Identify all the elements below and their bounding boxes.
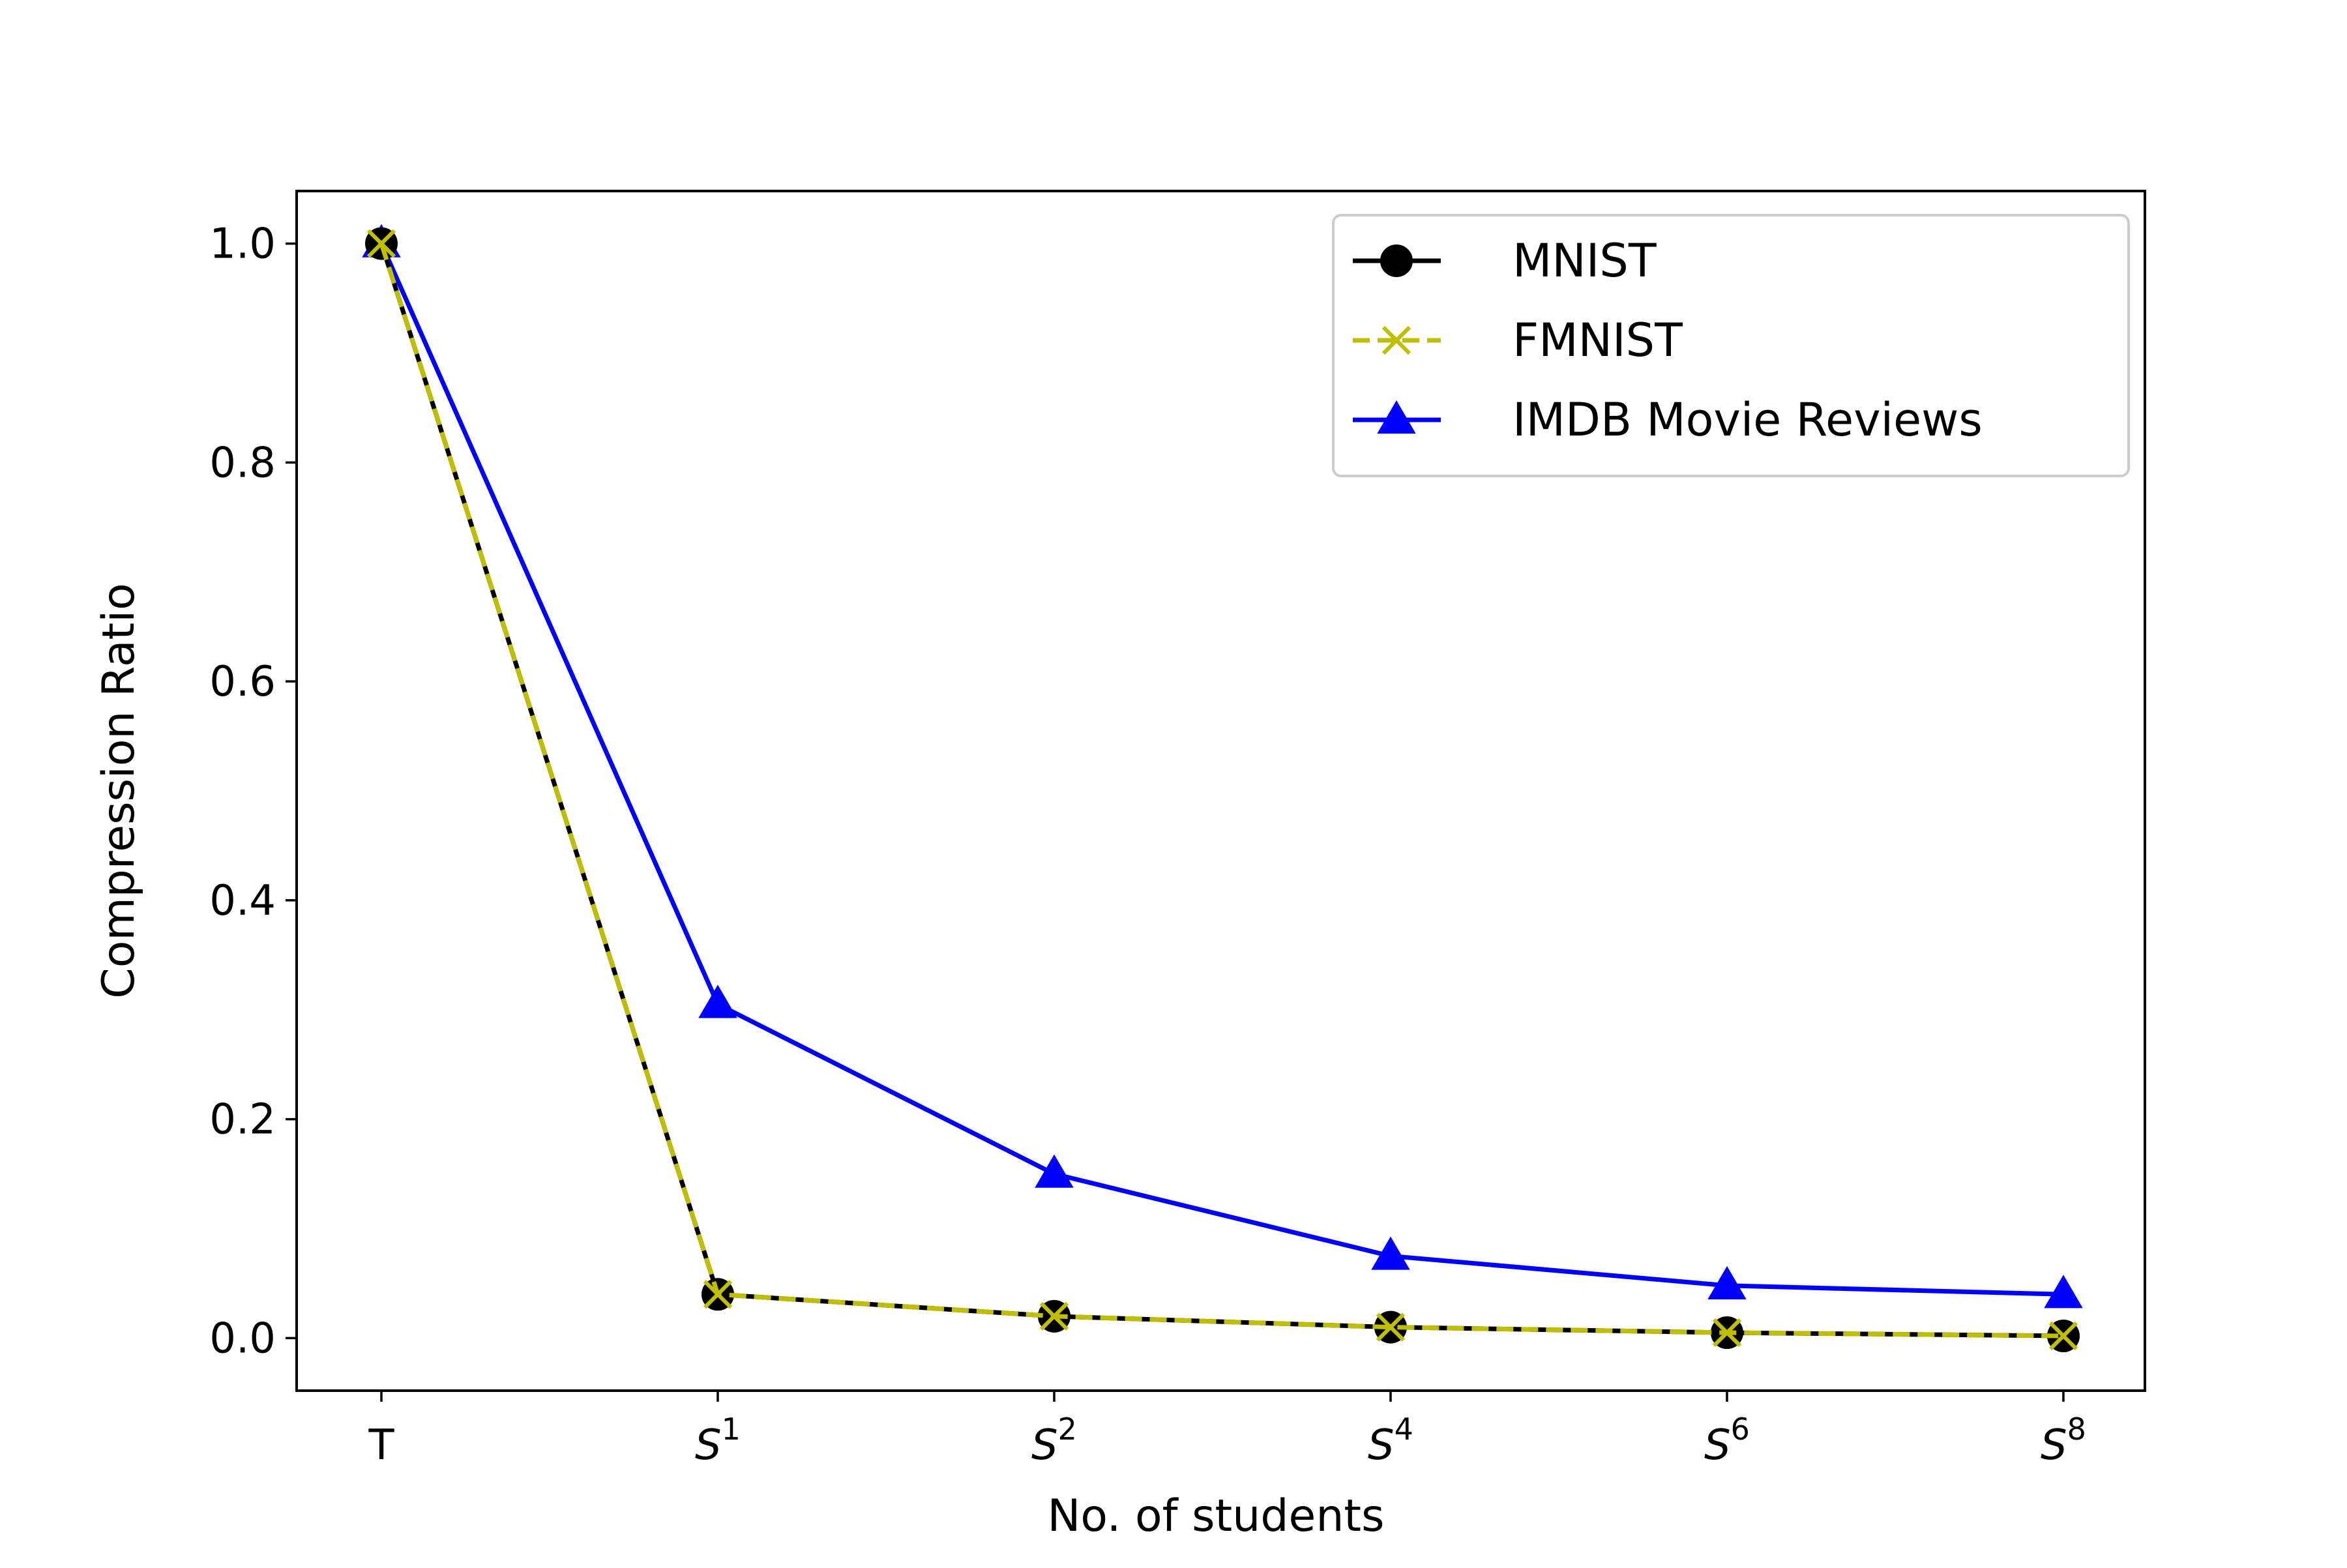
y-tick-label: 0.0 xyxy=(209,1314,276,1363)
legend-box xyxy=(1332,214,2130,477)
circle-marker xyxy=(1380,244,1413,277)
series-layer xyxy=(362,224,2083,1353)
series-line xyxy=(379,243,2064,1297)
y-tick-label: 0.2 xyxy=(209,1096,276,1144)
x-axis-label: No. of students xyxy=(1047,1490,1384,1542)
x-marker xyxy=(366,229,396,258)
legend: MNIST FMNIST IMDB Movie Reviews xyxy=(1332,214,2130,477)
legend-label: IMDB Movie Reviews xyxy=(1513,393,1983,447)
x-marker xyxy=(1712,1318,1742,1348)
series-line xyxy=(379,243,2064,1339)
triangle-marker xyxy=(1707,1265,1747,1299)
x-marker xyxy=(1376,1312,1406,1342)
triangle-marker xyxy=(1371,1236,1410,1270)
legend-entry: FMNIST xyxy=(1353,314,1683,367)
legend-label: FMNIST xyxy=(1513,314,1683,367)
y-tick-label: 0.4 xyxy=(209,877,276,925)
y-tick-label: 1.0 xyxy=(209,220,276,269)
triangle-marker xyxy=(1377,400,1416,434)
triangle-marker xyxy=(698,984,737,1018)
x-tick-label: S6 xyxy=(1704,1412,1750,1470)
series-fmnist xyxy=(366,229,2078,1351)
x-marker xyxy=(2048,1321,2078,1351)
x-marker xyxy=(1381,325,1411,355)
y-axis-label: Compression Ratio xyxy=(93,583,145,998)
y-tick-label: 0.8 xyxy=(209,439,276,487)
triangle-marker xyxy=(1035,1154,1074,1188)
legend-entry: MNIST xyxy=(1353,234,1657,288)
axes: T S1 S2 S4 S6 S8 0.0 0.2 0.4 0.6 0.8 1.0 xyxy=(209,190,2146,1470)
x-marker xyxy=(703,1280,733,1309)
triangle-marker xyxy=(2044,1275,2083,1309)
legend-label: MNIST xyxy=(1513,234,1657,288)
legend-entry: IMDB Movie Reviews xyxy=(1353,393,1983,447)
plot-frame xyxy=(295,190,2146,1392)
x-tick-label: S2 xyxy=(1031,1412,1077,1470)
x-tick-label: S8 xyxy=(2041,1412,2086,1470)
x-tick-label: T xyxy=(368,1421,394,1470)
x-tick-label: S4 xyxy=(1368,1412,1413,1470)
x-marker xyxy=(1039,1301,1069,1331)
y-tick-label: 0.6 xyxy=(209,658,276,706)
x-tick-label: S1 xyxy=(695,1412,741,1470)
